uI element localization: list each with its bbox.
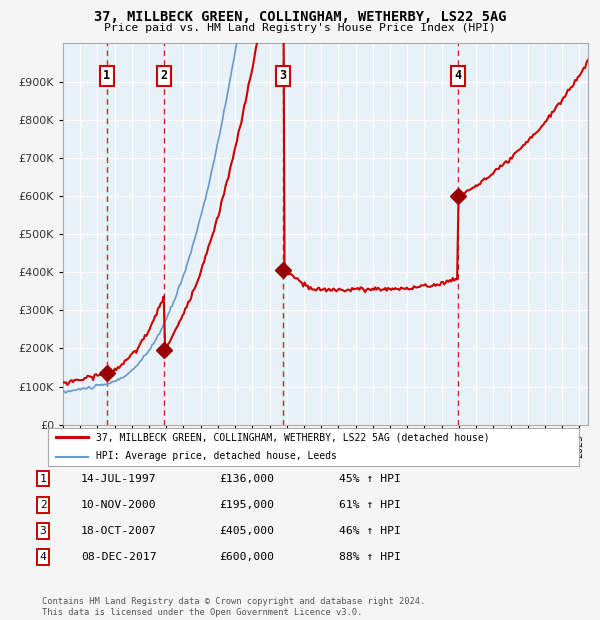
Text: 4: 4	[40, 552, 47, 562]
Text: 88% ↑ HPI: 88% ↑ HPI	[339, 552, 401, 562]
Text: £405,000: £405,000	[219, 526, 274, 536]
Text: 3: 3	[280, 69, 287, 82]
Text: Price paid vs. HM Land Registry's House Price Index (HPI): Price paid vs. HM Land Registry's House …	[104, 23, 496, 33]
Text: 4: 4	[454, 69, 461, 82]
Text: 2: 2	[160, 69, 167, 82]
Text: 45% ↑ HPI: 45% ↑ HPI	[339, 474, 401, 484]
Text: £600,000: £600,000	[219, 552, 274, 562]
Text: 61% ↑ HPI: 61% ↑ HPI	[339, 500, 401, 510]
Text: 37, MILLBECK GREEN, COLLINGHAM, WETHERBY, LS22 5AG (detached house): 37, MILLBECK GREEN, COLLINGHAM, WETHERBY…	[96, 432, 490, 442]
Text: 3: 3	[40, 526, 47, 536]
Text: HPI: Average price, detached house, Leeds: HPI: Average price, detached house, Leed…	[96, 451, 337, 461]
Text: £195,000: £195,000	[219, 500, 274, 510]
Text: Contains HM Land Registry data © Crown copyright and database right 2024.
This d: Contains HM Land Registry data © Crown c…	[42, 598, 425, 617]
Text: £136,000: £136,000	[219, 474, 274, 484]
Text: 37, MILLBECK GREEN, COLLINGHAM, WETHERBY, LS22 5AG: 37, MILLBECK GREEN, COLLINGHAM, WETHERBY…	[94, 10, 506, 24]
Text: 18-OCT-2007: 18-OCT-2007	[81, 526, 157, 536]
Text: 14-JUL-1997: 14-JUL-1997	[81, 474, 157, 484]
Text: 46% ↑ HPI: 46% ↑ HPI	[339, 526, 401, 536]
Text: 08-DEC-2017: 08-DEC-2017	[81, 552, 157, 562]
Text: 1: 1	[103, 69, 110, 82]
Text: 2: 2	[40, 500, 47, 510]
Text: 1: 1	[40, 474, 47, 484]
Text: 10-NOV-2000: 10-NOV-2000	[81, 500, 157, 510]
